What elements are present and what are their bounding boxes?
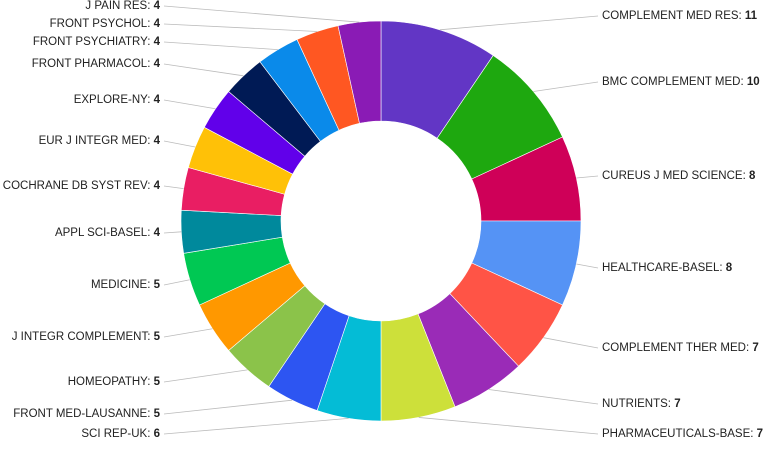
label-medicine: MEDICINE: 5 — [91, 279, 161, 291]
leader-sci-rep-uk — [163, 417, 349, 435]
leader-medicine — [163, 279, 190, 286]
leader-eur-j-integr-med — [163, 140, 196, 148]
leader-front-pharmacol — [163, 63, 244, 77]
label-bmc-complement-med: BMC COMPLEMENT MED: 10 — [602, 76, 760, 88]
label-name: APPL SCI-BASEL: — [55, 227, 154, 239]
label-value: 7 — [757, 428, 763, 440]
label-explore-ny: EXPLORE-NY: 4 — [74, 94, 161, 106]
label-cureus-j-med-science: CUREUS J MED SCIENCE: 8 — [602, 170, 756, 182]
label-healthcare-basel: HEALTHCARE-BASEL: 8 — [602, 262, 733, 274]
label-value: 5 — [154, 331, 161, 343]
label-value: 5 — [154, 279, 161, 291]
label-value: 5 — [154, 376, 161, 388]
leader-pharmaceuticals-base — [418, 417, 599, 435]
label-name: EXPLORE-NY: — [74, 94, 154, 106]
label-value: 7 — [674, 398, 680, 410]
label-front-pharmacol: FRONT PHARMACOL: 4 — [32, 58, 161, 70]
label-name: COMPLEMENT THER MED: — [602, 342, 752, 354]
label-name: SCI REP-UK: — [81, 428, 153, 440]
label-value: 4 — [154, 94, 161, 106]
label-value: 4 — [154, 135, 161, 147]
label-appl-sci-basel: APPL SCI-BASEL: 4 — [55, 227, 161, 239]
label-value: 4 — [154, 0, 161, 12]
leader-nutrients — [488, 389, 599, 405]
leader-complement-med-res — [439, 15, 599, 31]
label-value: 10 — [747, 76, 760, 88]
label-name: J INTEGR COMPLEMENT: — [12, 331, 154, 343]
label-nutrients: NUTRIENTS: 7 — [602, 398, 681, 410]
label-cochrane-db-syst-rev: COCHRANE DB SYST REV: 4 — [3, 180, 161, 192]
leader-cochrane-db-syst-rev — [163, 185, 184, 190]
label-name: HEALTHCARE-BASEL: — [602, 262, 726, 274]
label-complement-med-res: COMPLEMENT MED RES: 11 — [602, 10, 758, 22]
leader-front-psychol — [163, 23, 318, 32]
label-name: CUREUS J MED SCIENCE: — [602, 170, 749, 182]
leader-bmc-complement-med — [533, 81, 599, 92]
label-value: 8 — [726, 262, 733, 274]
leader-complement-ther-med — [543, 337, 599, 349]
leader-healthcare-basel — [576, 263, 599, 269]
label-name: MEDICINE: — [91, 279, 154, 291]
leader-cureus-j-med-science — [576, 175, 599, 179]
label-name: FRONT PSYCHIATRY: — [33, 36, 154, 48]
label-name: COCHRANE DB SYST REV: — [3, 180, 154, 192]
label-name: NUTRIENTS: — [602, 398, 674, 410]
slice-j-pain-res — [337, 20, 382, 124]
label-value: 4 — [154, 58, 161, 70]
label-value: 4 — [154, 18, 161, 30]
label-front-psychiatry: FRONT PSYCHIATRY: 4 — [33, 36, 161, 48]
label-eur-j-integr-med: EUR J INTEGR MED: 4 — [39, 135, 161, 147]
label-name: BMC COMPLEMENT MED: — [602, 76, 747, 88]
label-name: FRONT PSYCHOL: — [50, 18, 154, 30]
leader-appl-sci-basel — [163, 231, 182, 234]
label-value: 8 — [749, 170, 756, 182]
leader-lines — [163, 5, 599, 435]
label-value: 11 — [745, 10, 758, 22]
label-value: 5 — [154, 408, 161, 420]
leader-explore-ny — [163, 99, 216, 110]
leader-front-psychiatry — [163, 41, 278, 51]
leader-j-integr-complement — [163, 328, 213, 338]
label-front-med-lausanne: FRONT MED-LAUSANNE: 5 — [13, 408, 160, 420]
label-name: J PAIN RES: — [85, 0, 153, 12]
slice-labels: COMPLEMENT MED RES: 11 BMC COMPLEMENT MED… — [3, 0, 763, 440]
label-value: 4 — [154, 36, 161, 48]
label-j-pain-res: J PAIN RES: 4 — [85, 0, 160, 12]
donut-slices — [180, 20, 582, 422]
label-homeopathy: HOMEOPATHY: 5 — [68, 376, 161, 388]
label-value: 7 — [752, 342, 758, 354]
label-name: FRONT MED-LAUSANNE: — [13, 408, 153, 420]
label-value: 4 — [154, 180, 161, 192]
label-name: PHARMACEUTICALS-BASE: — [602, 428, 757, 440]
label-front-psychol: FRONT PSYCHOL: 4 — [50, 18, 161, 30]
label-name: FRONT PHARMACOL: — [32, 58, 154, 70]
label-name: EUR J INTEGR MED: — [39, 135, 154, 147]
label-pharmaceuticals-base: PHARMACEUTICALS-BASE: 7 — [602, 428, 763, 440]
leader-homeopathy — [163, 369, 248, 383]
label-name: HOMEOPATHY: — [68, 376, 154, 388]
leader-front-med-lausanne — [163, 399, 293, 415]
label-value: 6 — [154, 428, 160, 440]
label-complement-ther-med: COMPLEMENT THER MED: 7 — [602, 342, 759, 354]
leader-j-pain-res — [163, 5, 360, 23]
label-name: COMPLEMENT MED RES: — [602, 10, 745, 22]
label-value: 4 — [154, 227, 161, 239]
label-j-integr-complement: J INTEGR COMPLEMENT: 5 — [12, 331, 161, 343]
label-sci-rep-uk: SCI REP-UK: 6 — [81, 428, 160, 440]
